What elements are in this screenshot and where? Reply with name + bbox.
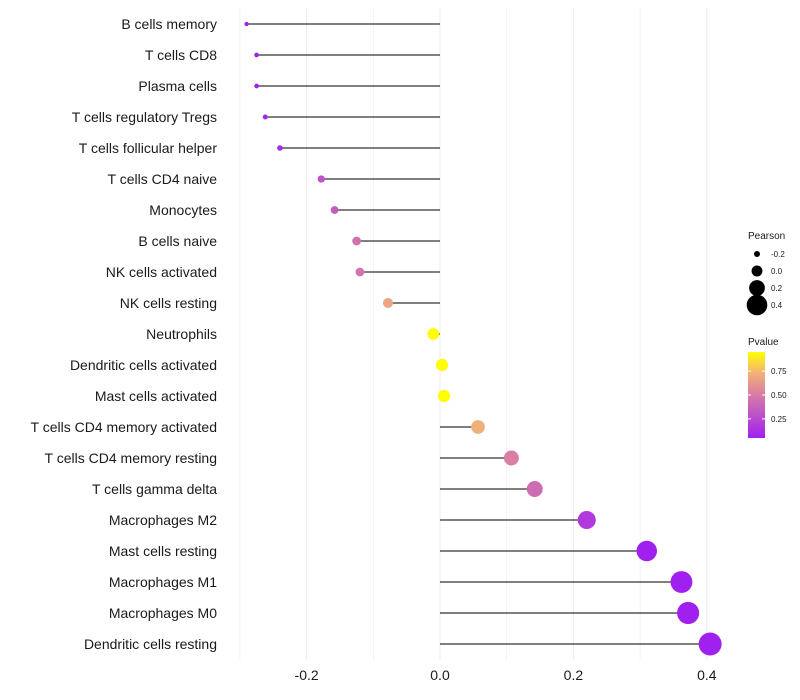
- point: [677, 601, 700, 625]
- legend-pearson-label: 0.0: [771, 267, 783, 276]
- point: [262, 114, 268, 120]
- y-axis-label: T cells CD8: [145, 47, 217, 63]
- point: [352, 236, 361, 246]
- grid-lines: [239, 8, 708, 660]
- y-axis-label: Plasma cells: [138, 78, 217, 94]
- point: [254, 52, 259, 58]
- y-axis-label: Neutrophils: [146, 326, 217, 342]
- point: [254, 83, 259, 89]
- point: [636, 540, 658, 562]
- y-axis-label: Dendritic cells activated: [70, 357, 217, 373]
- y-axis-label: Macrophages M1: [109, 574, 217, 590]
- y-axis-label: Mast cells resting: [109, 543, 217, 559]
- point: [382, 298, 393, 308]
- legend-pearson: Pearson -0.2 0.0 0.2 0.4: [746, 231, 785, 316]
- legend-pearson-key: [746, 294, 768, 316]
- legend-pvalue-colorbar: [748, 352, 765, 438]
- legend-pvalue-label: 0.25: [771, 415, 787, 424]
- y-axis-label: B cells naive: [138, 233, 217, 249]
- point: [670, 571, 693, 593]
- x-tick-label: -0.2: [295, 667, 319, 683]
- x-tick-label: 0.2: [564, 667, 584, 683]
- point: [471, 420, 485, 434]
- y-axis-label: T cells CD4 naive: [108, 171, 218, 187]
- point: [427, 328, 440, 340]
- point: [317, 175, 325, 183]
- y-axis-label: Macrophages M0: [109, 605, 217, 621]
- x-tick-label: 0.0: [430, 667, 450, 683]
- legend-pearson-title: Pearson: [748, 231, 785, 242]
- point: [526, 481, 543, 497]
- y-axis-label: NK cells resting: [120, 295, 217, 311]
- y-axis-label: T cells CD4 memory activated: [31, 419, 217, 435]
- legend-pvalue-label: 0.75: [771, 367, 787, 376]
- point: [437, 389, 451, 403]
- legend-pearson-label: 0.2: [771, 284, 783, 293]
- y-axis-label: Mast cells activated: [95, 388, 217, 404]
- y-axis-label: T cells regulatory Tregs: [72, 109, 217, 125]
- stems: [246, 23, 711, 645]
- y-axis-label: Macrophages M2: [109, 512, 217, 528]
- y-axis-label: Dendritic cells resting: [84, 636, 217, 652]
- legend-pearson-label: 0.4: [771, 301, 783, 310]
- legend-pvalue-title: Pvalue: [748, 337, 779, 348]
- y-axis-labels: B cells memory T cells CD8 Plasma cells T c…: [31, 16, 218, 652]
- y-axis-label: Monocytes: [149, 202, 217, 218]
- y-axis-label: T cells gamma delta: [92, 481, 217, 497]
- point: [244, 21, 249, 27]
- point: [330, 206, 339, 214]
- legend-pearson-key: [749, 280, 765, 296]
- y-axis-label: B cells memory: [121, 16, 217, 32]
- x-axis-ticks: -0.2 0.0 0.2 0.4: [295, 667, 717, 683]
- point: [277, 145, 283, 151]
- legend-pvalue: Pvalue 0.75 0.50 0.25: [748, 337, 787, 438]
- legend-pearson-key: [751, 265, 763, 277]
- x-tick-label: 0.4: [697, 667, 717, 683]
- y-axis-label: NK cells activated: [106, 264, 217, 280]
- point: [435, 358, 449, 372]
- legend-pearson-key: [753, 250, 761, 258]
- points: [244, 21, 722, 656]
- y-axis-label: T cells follicular helper: [79, 140, 218, 156]
- point: [577, 510, 596, 530]
- legend-pvalue-label: 0.50: [771, 391, 787, 400]
- point: [355, 267, 365, 277]
- point: [503, 450, 519, 466]
- legend-pearson-label: -0.2: [771, 250, 785, 259]
- y-axis-label: T cells CD4 memory resting: [45, 450, 217, 466]
- point: [698, 632, 722, 656]
